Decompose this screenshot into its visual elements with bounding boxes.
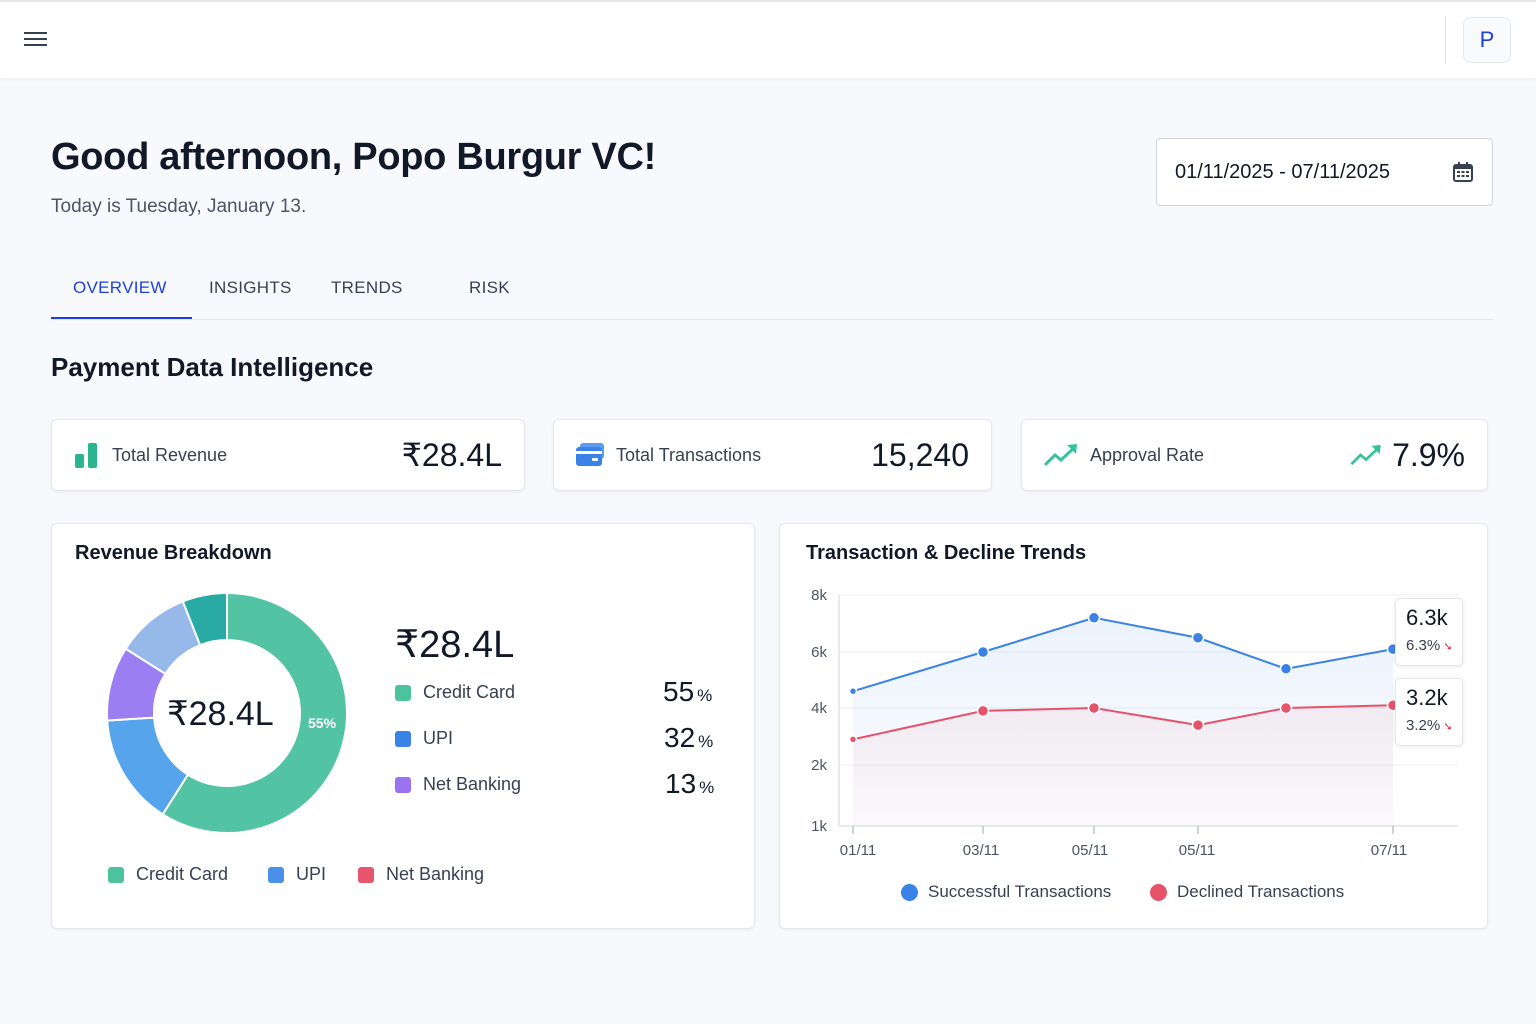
date-subtitle: Today is Tuesday, January 13.: [51, 196, 307, 217]
kpi-total-transactions: Total Transactions 15,240: [553, 419, 992, 491]
legend-dot: [1150, 883, 1167, 901]
section-title: Payment Data Intelligence: [51, 352, 374, 382]
tab-risk[interactable]: RISK: [469, 278, 510, 297]
kpi-label: Approval Rate: [1090, 444, 1205, 465]
legend-swatch: [108, 866, 124, 883]
x-tick-label: 07/11: [1371, 842, 1407, 859]
data-point: [1087, 611, 1101, 625]
kpi-label: Total Transactions: [616, 444, 762, 465]
tab-bar: OVERVIEW INSIGHTS TRENDS RISK: [51, 270, 1493, 320]
divider: [1445, 16, 1446, 64]
breakdown-item: Credit Card: [395, 682, 515, 703]
trend-down-icon: ➘: [1443, 641, 1453, 653]
kpi-value: 15,240: [871, 436, 969, 473]
breakdown-swatch: [395, 684, 411, 701]
legend-swatch: [268, 866, 284, 883]
top-bar: [0, 0, 1536, 78]
legend-swatch: [358, 866, 374, 883]
legend-label: Net Banking: [386, 864, 485, 884]
series-area: [853, 705, 1393, 826]
kpi-approval-rate: Approval Rate 7.9%: [1021, 419, 1488, 491]
avatar[interactable]: P: [1463, 17, 1511, 63]
series-line: [852, 616, 1394, 693]
x-tick-label: 01/11: [840, 842, 876, 859]
donut-slice: [161, 591, 348, 834]
data-point: [1191, 631, 1205, 644]
tab-trends[interactable]: TRENDS: [331, 278, 403, 297]
tooltip-declined: 3.2k 3.2% ➘: [1395, 678, 1463, 746]
legend-label: UPI: [296, 864, 327, 884]
legend-upi: UPI: [268, 864, 326, 885]
hamburger-icon[interactable]: [24, 32, 48, 50]
trending-up-icon: [1350, 444, 1381, 466]
trends-line-chart: 8k 6k 4k 2k 1k 01/11 03/11 05/11 05/11 07/11: [811, 587, 1458, 859]
donut-center-value: ₹28.4L: [167, 695, 274, 733]
card-title: Transaction & Decline Trends: [806, 542, 1087, 564]
legend-successful: Successful Transactions: [901, 882, 1111, 902]
legend-label: Credit Card: [136, 864, 229, 884]
revenue-donut-chart: [106, 591, 348, 834]
y-tick-label: 8k: [811, 587, 827, 604]
page-title: Good afternoon, Popo Burgur VC!: [51, 136, 656, 178]
breakdown-item: Net Banking: [395, 774, 521, 795]
legend-credit-card: Credit Card: [108, 864, 228, 885]
donut-slice: [181, 591, 228, 647]
credit-card-icon: [576, 443, 604, 466]
y-tick-label: 4k: [811, 700, 827, 717]
revenue-total: ₹28.4L: [395, 624, 515, 666]
x-tick-label: 03/11: [963, 842, 999, 859]
trend-down-icon: ➘: [1443, 721, 1453, 733]
breakdown-label: Credit Card: [423, 682, 516, 702]
breakdown-percent: 13%: [665, 768, 715, 799]
data-point: [1191, 718, 1205, 732]
tab-insights[interactable]: INSIGHTS: [209, 278, 292, 297]
legend-label: Successful Transactions: [928, 882, 1112, 901]
y-tick-label: 2k: [811, 757, 827, 774]
y-tick-label: 1k: [811, 818, 827, 835]
kpi-label: Total Revenue: [112, 444, 228, 465]
trends-card: Transaction & Decline Trends 8k 6k 4k 2k 1k 0…: [779, 523, 1488, 929]
kpi-value: 7.9%: [1392, 436, 1465, 473]
data-point: [1279, 701, 1293, 715]
breakdown-label: UPI: [423, 728, 454, 748]
breakdown-item: UPI: [395, 728, 453, 749]
legend-label: Declined Transactions: [1177, 882, 1345, 901]
date-range-value: 01/11/2025 - 07/11/2025: [1175, 160, 1390, 183]
kpi-value: ₹28.4L: [401, 437, 502, 473]
legend-net-banking: Net Banking: [358, 864, 484, 885]
data-point: [1087, 701, 1101, 715]
revenue-breakdown-card: Revenue Breakdown ₹28.4L 55% ₹28.4L Cred…: [51, 523, 755, 929]
series-line: [852, 704, 1394, 741]
breakdown-percent: 55%: [663, 676, 713, 707]
tooltip-successful: 6.3k 6.3% ➘: [1395, 598, 1463, 666]
bar-chart-icon: [75, 443, 97, 468]
breakdown-percent: 32%: [664, 722, 714, 753]
data-point: [848, 735, 858, 744]
legend-declined: Declined Transactions: [1150, 882, 1344, 902]
data-point: [1279, 662, 1293, 676]
active-tab-indicator: [51, 317, 192, 319]
breakdown-label: Net Banking: [423, 774, 522, 794]
slice-label: 55%: [308, 715, 337, 731]
card-title: Revenue Breakdown: [75, 542, 272, 564]
data-point: [848, 686, 858, 696]
kpi-total-revenue: Total Revenue ₹28.4L: [51, 419, 525, 491]
tab-overview[interactable]: OVERVIEW: [73, 278, 167, 297]
legend-dot: [901, 883, 918, 901]
trending-up-icon: [1044, 444, 1077, 467]
data-point: [976, 704, 990, 718]
date-range-picker[interactable]: 01/11/2025 - 07/11/2025: [1156, 138, 1493, 206]
calendar-icon[interactable]: [1452, 161, 1474, 183]
y-tick-label: 6k: [811, 644, 827, 661]
data-point: [976, 645, 990, 659]
breakdown-swatch: [395, 730, 411, 747]
x-tick-label: 05/11: [1072, 842, 1108, 859]
x-tick-label: 05/11: [1179, 842, 1215, 859]
breakdown-swatch: [395, 776, 411, 793]
